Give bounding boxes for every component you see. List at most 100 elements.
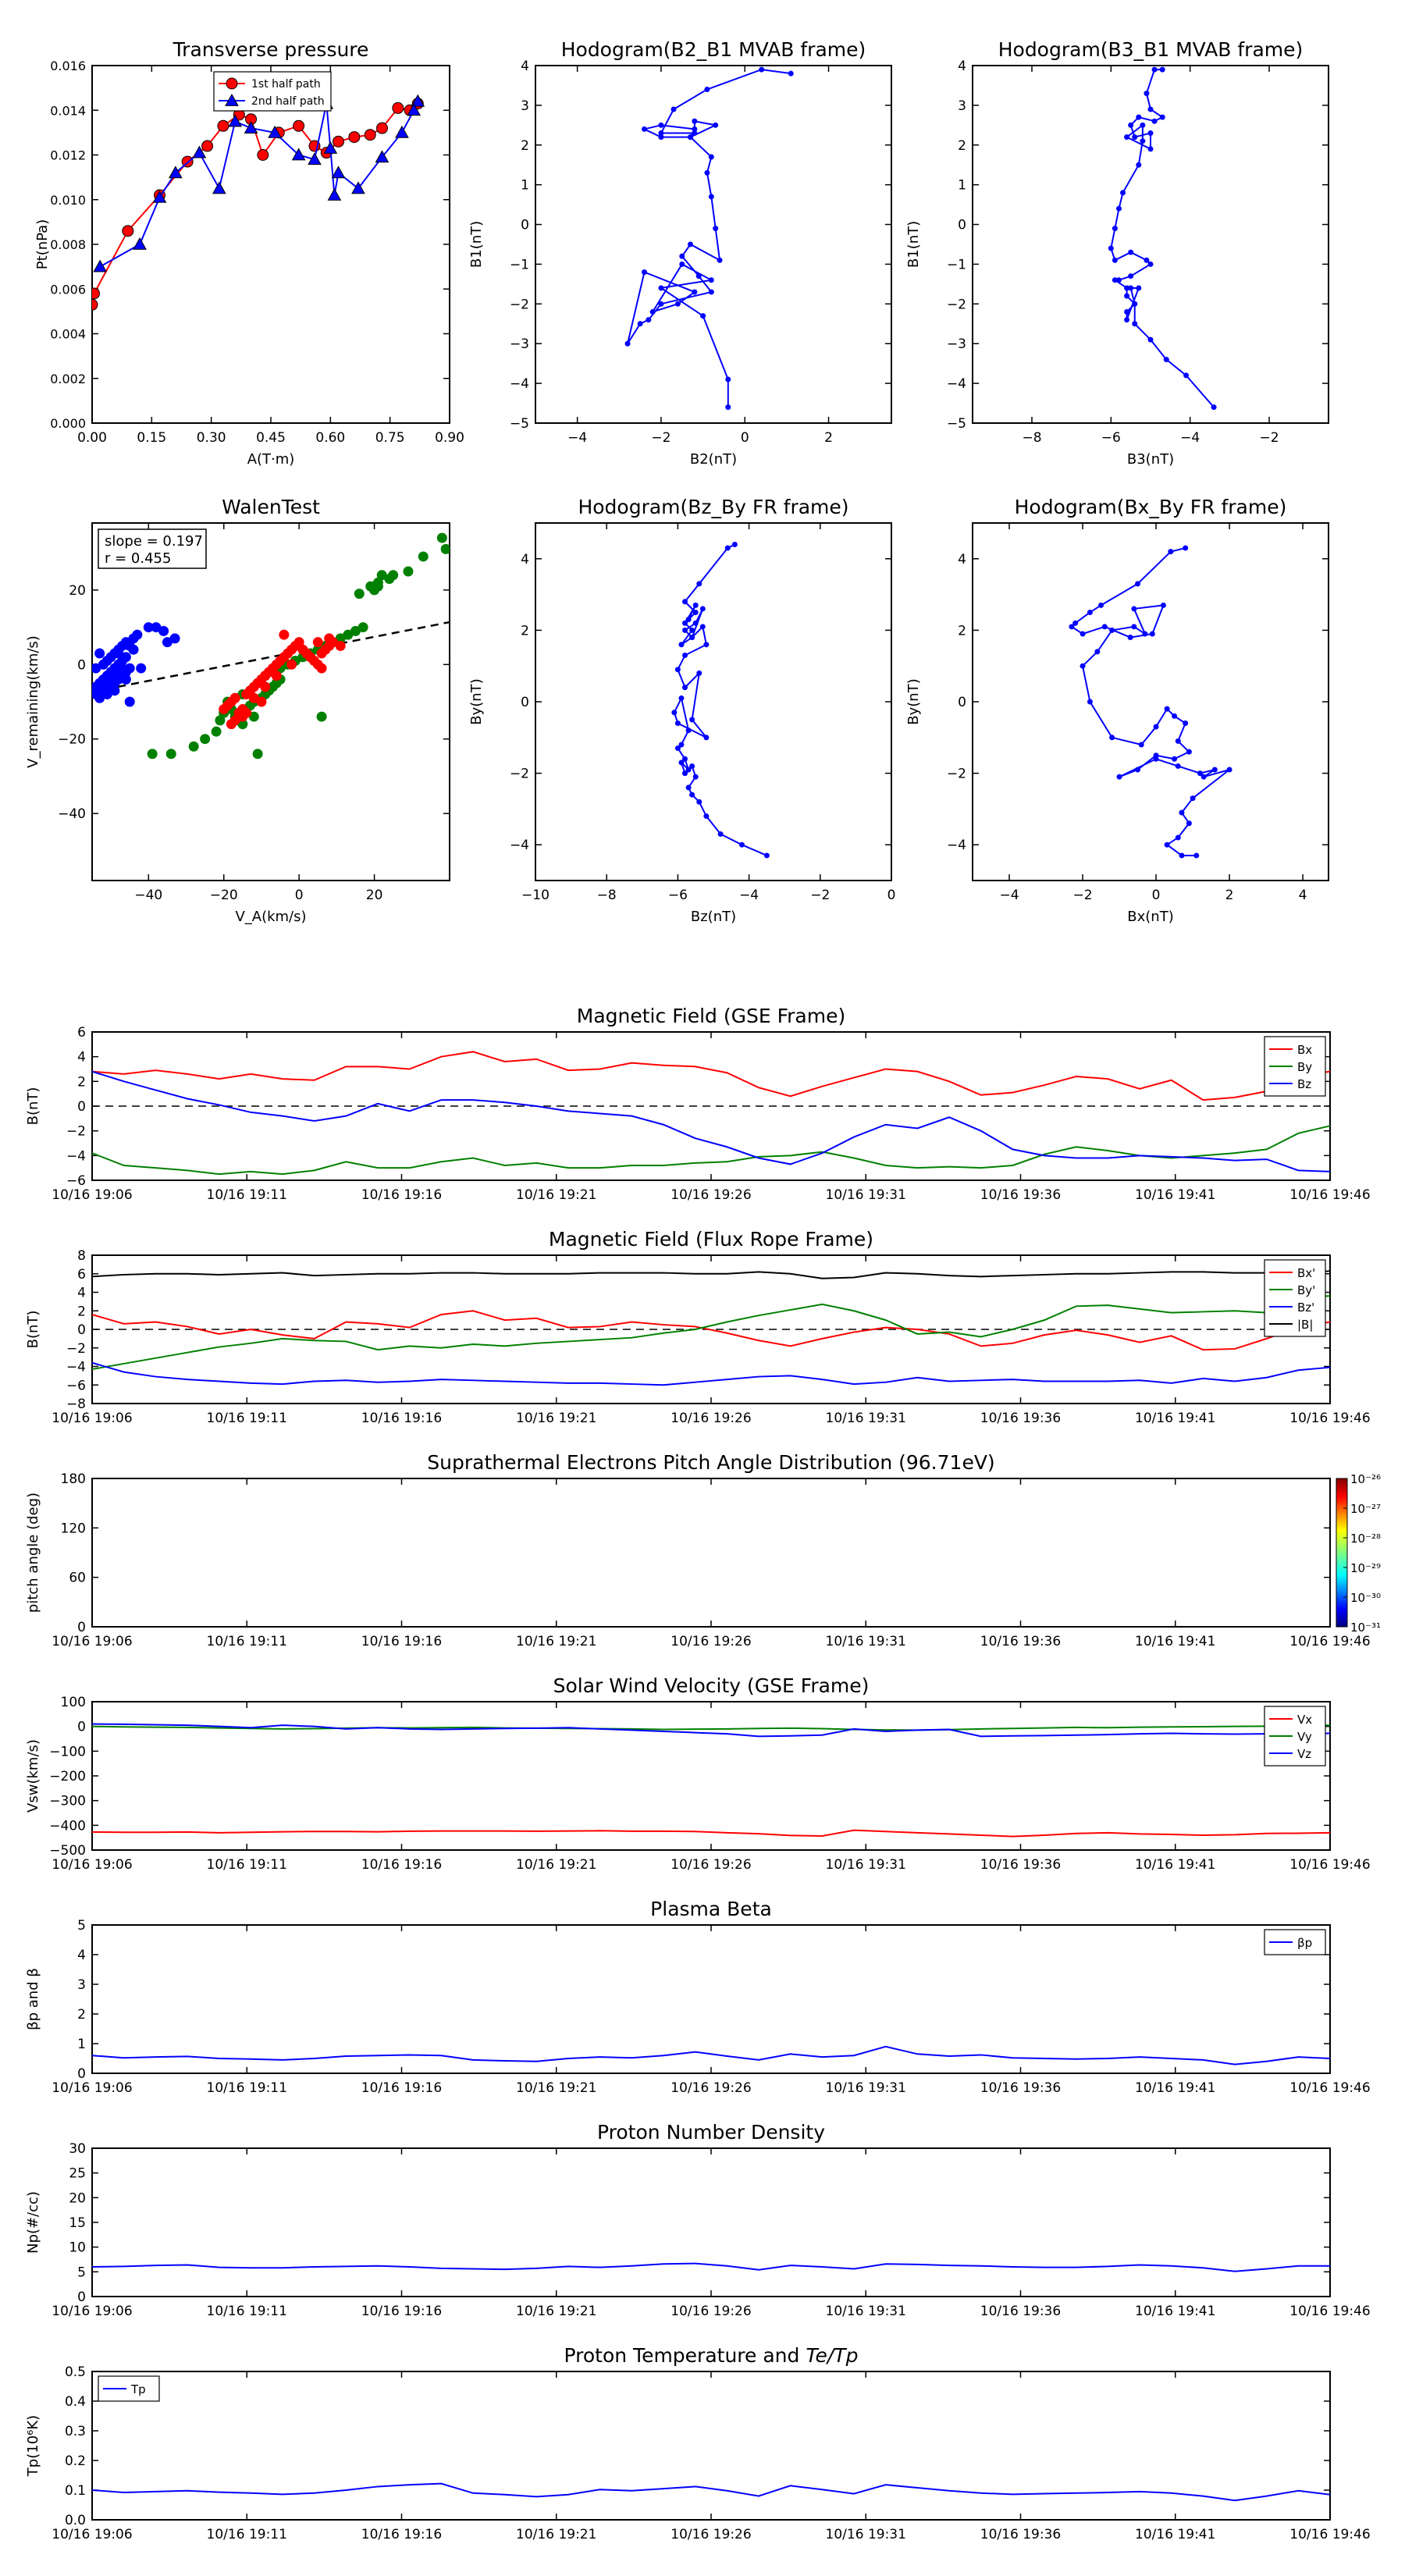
ts1-panel: Magnetic Field (GSE Frame) −6 −4 −2 0 2 4 6 B(nT… [25, 1005, 1371, 1203]
walen-ytick-label: −40 [58, 806, 86, 822]
h1-point [708, 277, 714, 283]
h3-point [689, 763, 695, 769]
ts6-plot-area [91, 2147, 1331, 2297]
tp-ytick-label: 0.002 [50, 372, 86, 386]
h1-point [679, 253, 685, 259]
h4-point [1094, 649, 1101, 655]
h2-point [1112, 226, 1118, 232]
h2-plot-area [972, 65, 1329, 424]
h3-point [689, 635, 695, 641]
walen-ytick-label: 0 [77, 657, 86, 673]
ts2-ytick-label: −4 [66, 1360, 86, 1375]
walen-fit-line [92, 621, 450, 693]
ts2-ytick-label: 8 [77, 1248, 86, 1264]
tp-point [395, 125, 409, 138]
h1-point [708, 194, 714, 200]
ts7-series-line [91, 2482, 1331, 2502]
h4-point [1142, 631, 1148, 637]
ts6-xtick-label: 10/16 19:36 [980, 2304, 1061, 2319]
h3-ytick-label: 4 [521, 552, 529, 568]
walen-point [372, 581, 383, 592]
ts1-xtick-label: 10/16 19:16 [361, 1187, 442, 1203]
h4-point [1190, 795, 1196, 802]
walen-point [286, 659, 297, 670]
walen-point [335, 633, 346, 644]
walen-point [388, 570, 399, 581]
h2-xtick-label: −6 [1101, 430, 1121, 446]
walen-point [350, 625, 361, 636]
ts2-ytick-label: −2 [66, 1341, 86, 1357]
h4-point [1164, 706, 1170, 712]
h3-point [682, 652, 688, 658]
ts5-ytick-label: 4 [77, 1948, 86, 1963]
ts5-xtick-label: 10/16 19:36 [980, 2080, 1061, 2096]
h3-point [678, 695, 685, 701]
h1-point [695, 273, 702, 279]
h1-point [687, 241, 693, 247]
walen-point [237, 719, 248, 730]
h3-point [682, 627, 688, 633]
h3-point [682, 620, 688, 626]
tp-point [244, 121, 258, 134]
h1-plot-area [535, 65, 892, 424]
tp-legend-point [225, 93, 239, 106]
h1-point [788, 70, 794, 76]
tp-xtick-label: 0.75 [375, 430, 405, 446]
tp-point [169, 165, 183, 179]
h4-point [1186, 749, 1192, 755]
h4-plot-area [972, 522, 1329, 881]
h4-point [1211, 767, 1218, 773]
ts3-xtick-label: 10/16 19:11 [207, 1634, 287, 1649]
h3-xtick-label: −10 [521, 888, 550, 903]
walen-ytick-label: −20 [58, 732, 86, 748]
h2-point [1112, 277, 1118, 283]
walen-point [279, 629, 290, 640]
h1-xtick-label: 0 [741, 430, 749, 446]
h2-ytick-label: 0 [958, 218, 966, 233]
h3-point [717, 831, 724, 837]
ts7-xtick-label: 10/16 19:06 [52, 2527, 132, 2542]
h4-series-line [1070, 547, 1230, 856]
ts4-legend-label: Vx [1297, 1713, 1312, 1727]
ts3-xtick-label: 10/16 19:41 [1135, 1634, 1215, 1649]
walen-point [143, 622, 154, 633]
h2-point [1211, 404, 1217, 411]
ts1-ytick-label: 0 [77, 1099, 86, 1115]
h2-point [1151, 118, 1158, 124]
h3-point [682, 599, 688, 605]
ts4-ytick-label: −500 [49, 1843, 86, 1859]
ts6-ytick-label: 10 [69, 2240, 86, 2256]
ts4-legend-label: Vz [1297, 1747, 1311, 1761]
ts1-ytick-label: −4 [66, 1148, 86, 1164]
h4-point [1153, 724, 1159, 730]
h2-point [1124, 317, 1130, 323]
h1-point [692, 126, 698, 132]
ts3-xtick-label: 10/16 19:26 [670, 1634, 751, 1649]
h3-point [682, 770, 688, 777]
ts4-xtick-label: 10/16 19:06 [52, 1857, 132, 1873]
ts7-ytick-label: 0.3 [65, 2424, 86, 2439]
ts1-xtick-label: 10/16 19:41 [1135, 1187, 1215, 1203]
h2-point [1147, 336, 1154, 343]
walen-point [94, 648, 105, 659]
h1-point [658, 130, 664, 137]
h4-title: Hodogram(Bx_By FR frame) [1015, 496, 1287, 518]
tp-legend: 1st half path 2nd half path [213, 71, 332, 112]
ts3-colorbar-label: 10⁻²⁹ [1350, 1561, 1381, 1575]
walen-point [162, 637, 173, 648]
ts4-xtick-label: 10/16 19:21 [516, 1857, 596, 1873]
tp-ytick-label: 0.012 [50, 148, 86, 163]
ts7-legend-box [98, 2375, 160, 2402]
ts1-legend: Bx By Bz [1264, 1036, 1326, 1097]
h3-ylabel: By(nT) [468, 678, 485, 724]
ts4-ytick-label: −100 [49, 1744, 86, 1759]
ts3-xtick-label: 10/16 19:21 [516, 1634, 596, 1649]
h1-point [692, 130, 698, 137]
h2-point [1124, 309, 1130, 315]
h4-point [1127, 635, 1133, 641]
walen-point [151, 622, 162, 633]
h3-point [689, 627, 695, 633]
ts7-xtick-label: 10/16 19:46 [1289, 2527, 1370, 2542]
walen-point [418, 551, 429, 562]
h2-xtick-label: −8 [1022, 430, 1041, 446]
